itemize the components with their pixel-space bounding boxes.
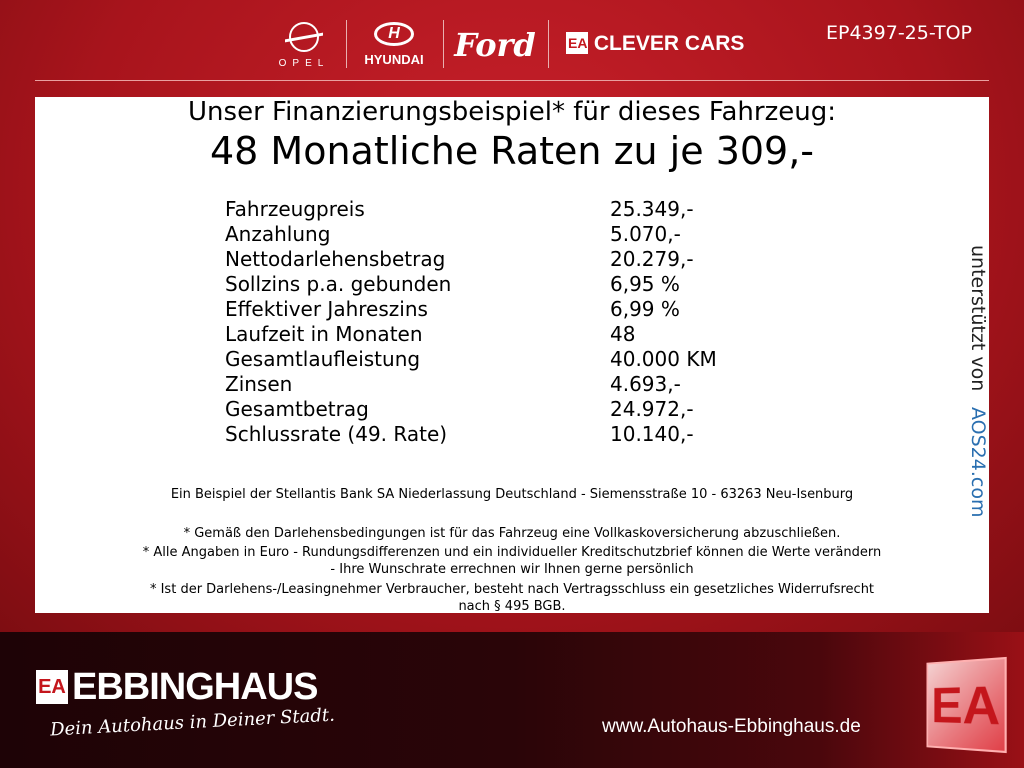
finance-row: Sollzins p.a. gebunden 6,95 % [225, 272, 680, 297]
row-value: 48 [610, 322, 636, 346]
finance-row: Fahrzeugpreis 25.349,- [225, 197, 694, 222]
note-withdrawal-2: nach § 495 BGB. [458, 599, 566, 614]
row-value: 6,99 % [610, 297, 680, 321]
row-value: 25.349,- [610, 197, 694, 221]
note-withdrawal: * Ist der Darlehens-/Leasingnehmer Verbr… [149, 582, 875, 597]
slogan: Dein Autohaus in Deiner Stadt. [49, 704, 336, 741]
note-currency: * Alle Angaben in Euro - Rundungsdiffere… [142, 545, 882, 560]
header-divider [35, 80, 989, 81]
row-label: Sollzins p.a. gebunden [225, 272, 452, 296]
finance-row: Schlussrate (49. Rate) 10.140,- [225, 422, 694, 447]
row-value: 10.140,- [610, 422, 694, 446]
ebbinghaus-ea-icon: EA [36, 670, 68, 704]
footer-banner: EA EBBINGHAUS Dein Autohaus in Deiner St… [0, 632, 1024, 768]
row-label: Nettodarlehensbetrag [225, 247, 446, 271]
offer-headline: 48 Monatliche Raten zu je 309,- [209, 129, 815, 173]
finance-panel: Unser Finanzierungsbeispiel* für dieses … [35, 97, 989, 614]
row-label: Fahrzeugpreis [225, 197, 365, 221]
row-value: 6,95 % [610, 272, 680, 296]
row-label: Anzahlung [225, 222, 331, 246]
row-label: Gesamtlaufleistung [225, 347, 421, 371]
finance-row: Gesamtbetrag 24.972,- [225, 397, 694, 422]
row-value: 20.279,- [610, 247, 694, 271]
note-currency-2: - Ihre Wunschrate errechnen wir Ihnen ge… [330, 562, 694, 577]
row-value: 4.693,- [610, 372, 681, 396]
ford-logo: Ford [454, 26, 536, 64]
offer-title: Unser Finanzierungsbeispiel* für dieses … [188, 97, 836, 127]
finance-row: Nettodarlehensbetrag 20.279,- [225, 247, 694, 272]
hyundai-logo: H HYUNDAI [356, 22, 432, 67]
bank-info: Ein Beispiel der Stellantis Bank SA Nied… [170, 487, 854, 502]
website-link[interactable]: www.Autohaus-Ebbinghaus.de [602, 716, 861, 737]
finance-row: Anzahlung 5.070,- [225, 222, 681, 247]
company-name: EBBINGHAUS [72, 666, 318, 708]
row-label: Zinsen [225, 372, 293, 396]
reference-number: EP4397-25-TOP [826, 22, 972, 44]
row-label: Gesamtbetrag [225, 397, 369, 421]
hyundai-h-icon: H [374, 22, 414, 46]
finance-row: Gesamtlaufleistung 40.000 KM [225, 347, 717, 372]
note-insurance: * Gemäß den Darlehensbedingungen ist für… [183, 526, 841, 541]
divider [346, 20, 347, 68]
finance-row: Effektiver Jahreszins 6,99 % [225, 297, 680, 322]
supported-by: unterstützt von AOS24.com [967, 245, 989, 518]
opel-bolt-icon [285, 22, 323, 52]
row-label: Laufzeit in Monaten [225, 322, 423, 346]
clever-cars-logo: EA CLEVER CARS [566, 32, 745, 55]
row-label: Schlussrate (49. Rate) [225, 422, 448, 446]
row-value: 5.070,- [610, 222, 681, 246]
finance-row: Zinsen 4.693,- [225, 372, 681, 397]
row-label: Effektiver Jahreszins [225, 297, 428, 321]
row-value: 24.972,- [610, 397, 694, 421]
ea-cube-icon: EA [926, 656, 1007, 754]
divider [443, 20, 444, 68]
divider [548, 20, 549, 68]
aos24-logo[interactable]: AOS24.com [967, 407, 989, 518]
opel-logo: OPEL [272, 22, 336, 69]
ea-logo-icon: EA [566, 32, 588, 54]
row-value: 40.000 KM [610, 347, 717, 371]
finance-row: Laufzeit in Monaten 48 [225, 322, 635, 347]
